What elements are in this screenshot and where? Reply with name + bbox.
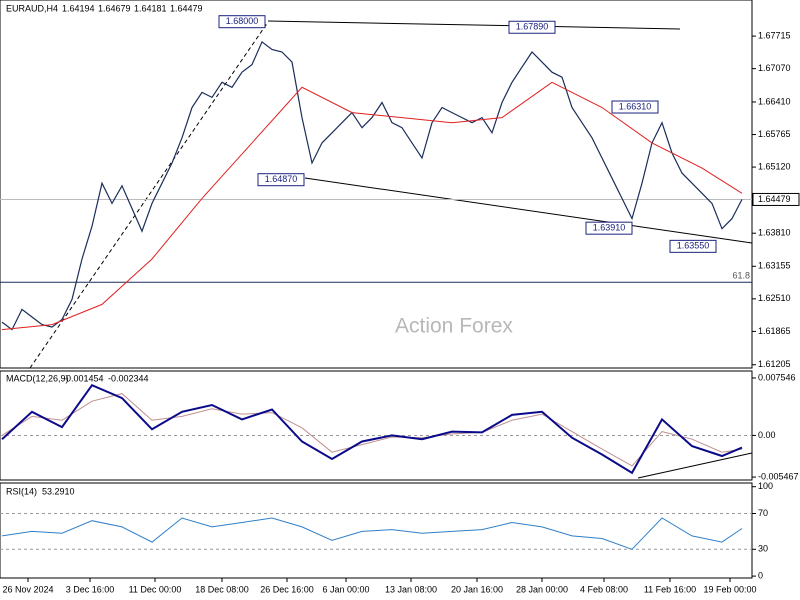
rsi-panel [0,482,753,579]
y-tick-label: 1.66410 [758,96,791,106]
macd-reading: -0.002344 [108,373,149,383]
annotation-label: 1.67890 [516,22,549,32]
y-tick-label: 70 [758,508,768,518]
ohlc-value: 1.64679 [98,3,131,13]
main-panel [0,0,753,369]
annotation-label: 1.63550 [677,241,710,251]
y-tick-label: 1.63810 [758,228,791,238]
macd-line [1,383,743,475]
x-tick-label: 4 Feb 08:00 [580,584,628,594]
annotation-label: 1.64870 [265,174,298,184]
x-tick-label: 20 Jan 16:00 [451,584,503,594]
y-tick-label: 1.61865 [758,326,791,336]
rsi-line [1,517,743,550]
y-tick-label: 100 [758,481,773,491]
y-tick-label: -0.005467 [758,471,799,481]
trendlines [29,20,753,479]
lower-trendline [304,177,753,244]
annotation-box [669,239,717,253]
x-tick-label: 13 Jan 08:00 [385,584,437,594]
symbol: EURAUD,H4 [6,3,58,13]
y-tick-label: 0 [758,570,763,580]
annotation-label: 1.68000 [226,16,259,26]
x-tick-label: 26 Dec 16:00 [260,584,314,594]
y-tick-label: 0.007546 [758,372,796,382]
upper-trendline [267,20,681,30]
annotation-box [257,173,305,187]
rising-trendline [29,21,269,369]
fib-label: 61.8 [732,271,750,281]
annotation-box [218,15,266,29]
annotation-label: 1.63910 [593,223,626,233]
x-tick-label: 19 Feb 00:00 [703,584,756,594]
y-tick-label: 1.65765 [758,129,791,139]
last-price-label: 1.64479 [758,194,791,204]
price-line [1,40,743,331]
x-tick-label: 11 Dec 00:00 [129,584,182,594]
rsi-reading: 53.2910 [42,486,75,496]
annotation-box [585,221,633,235]
macd-label: MACD(12,26,9) [6,373,69,383]
ohlc-value: 1.64479 [170,3,203,13]
moving-average [1,81,743,331]
x-tick-label: 18 Dec 08:00 [195,584,249,594]
y-tick-label: 1.65120 [758,161,791,171]
x-tick-label: 28 Jan 00:00 [516,584,568,594]
last-price-box [752,192,800,206]
y-tick-label: 1.67070 [758,63,791,73]
ohlc-value: 1.64181 [134,3,167,13]
annotation-box [508,20,556,34]
macd-trendline [637,452,753,479]
annotation-box [611,100,659,114]
annotation-label: 1.66310 [619,101,652,111]
x-tick-label: 3 Dec 16:00 [66,584,115,594]
macd-reading: -0.001454 [63,373,104,383]
y-tick-label: 1.63155 [758,261,791,271]
x-tick-label: 26 Nov 2024 [2,584,53,594]
y-tick-label: 30 [758,544,768,554]
rsi-label: RSI(14) [6,486,37,496]
x-tick-label: 11 Feb 16:00 [644,584,696,594]
y-tick-label: 1.67715 [758,30,791,40]
watermark: Action Forex [395,315,513,338]
y-tick-label: 0.00 [758,430,776,440]
y-tick-label: 1.62510 [758,293,791,303]
ohlc-value: 1.64194 [62,3,95,13]
y-tick-label: 1.61205 [758,359,791,369]
macd-signal [1,393,743,467]
x-tick-label: 6 Jan 00:00 [322,584,369,594]
macd-panel [0,370,753,481]
